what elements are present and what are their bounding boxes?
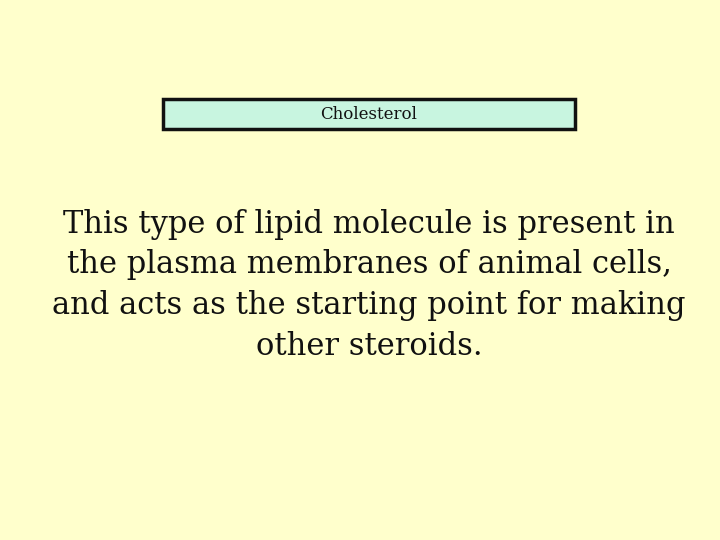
Text: Cholesterol: Cholesterol (320, 106, 418, 123)
FancyBboxPatch shape (163, 99, 575, 129)
Text: This type of lipid molecule is present in
the plasma membranes of animal cells,
: This type of lipid molecule is present i… (53, 209, 685, 362)
